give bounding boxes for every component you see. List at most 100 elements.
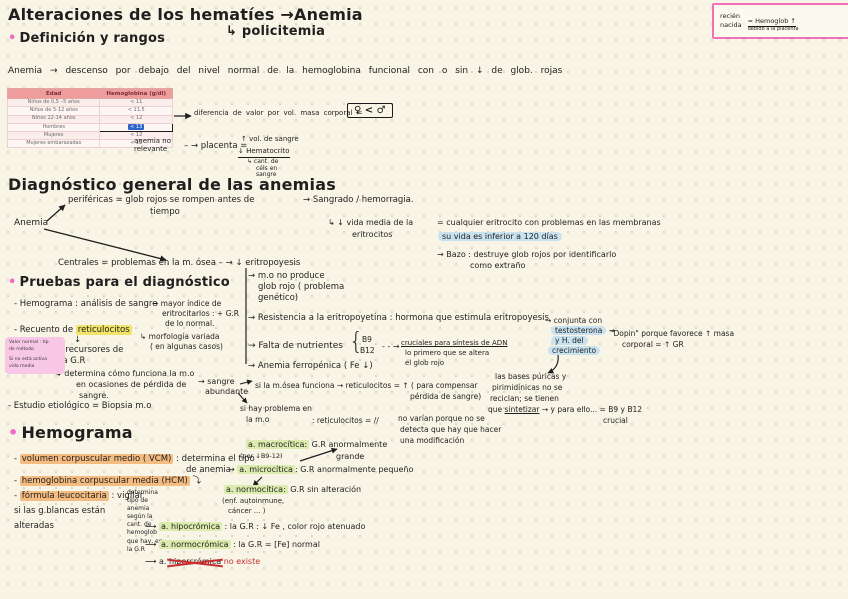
ferropenica-line: → Anemia ferropénica ( Fe ↓)	[248, 361, 373, 371]
hemoglobin-table: Edad Hemoglobina (g/dl) Niños de 0,5 –5 …	[6, 87, 173, 149]
placenta-arrow: – → placenta =	[184, 141, 248, 151]
dopin-line: "Dopin" porque favorece ↑ masa	[610, 329, 735, 338]
bases-line4: que sintetizar → y para ello... = B9 y B…	[488, 405, 643, 414]
vol-sangre: ↑ vol. de sangre	[241, 135, 299, 143]
indice-line3: de lo normal.	[165, 319, 215, 328]
table-row: Niños de 0,5 –5 años < 11	[6, 98, 173, 108]
bazo-line2: como extraño	[470, 261, 526, 270]
b12-label: B12	[360, 346, 375, 355]
hemograma-analisis: - Hemograma : análisis de sangre	[14, 299, 158, 309]
bazo-line: → Bazo : destruye glob rojos por identif…	[437, 250, 617, 259]
col-header-hemoglobina: Hemoglobina (g/dl)	[99, 87, 173, 100]
mo-no-produce: → m.o no produce	[248, 271, 325, 281]
cruciales-3: el glob rojo	[405, 359, 445, 367]
section-hemograma-title: • Hemograma	[8, 423, 133, 442]
hcm-determina-column: determina tipo de anemia según la cant. …	[127, 489, 163, 553]
cruciales-adn: cruciales para síntesis de ADN	[401, 339, 508, 347]
newborn-note-bottom: debido a la placenta	[747, 26, 799, 33]
elbow-arrow-icon: ↳	[226, 24, 238, 39]
policitemia-label: policitemia	[241, 24, 326, 39]
determina-mo-line3: sangre.	[79, 391, 109, 400]
bases-line2: pirimidínicas no se	[492, 383, 563, 392]
anemia-definition: Anemia → descenso por debajo del nivel n…	[8, 66, 563, 76]
hcm-line: - hemoglobina corpuscular media (HCM) ⤵	[14, 476, 201, 486]
mo-no-produce-2: glob rojo ( problema	[258, 282, 345, 292]
perifericas-line2: tiempo	[150, 207, 180, 217]
hormona-highlight-1: y H. del	[551, 336, 588, 345]
indice-line1: → mayor índice de	[152, 299, 222, 308]
vcm-line2: de anemia	[186, 465, 232, 475]
vida-media-line2: eritrocitos	[352, 230, 393, 239]
bases-crucial: crucial	[603, 416, 628, 425]
formula-line2: si las g.blancas están	[14, 506, 106, 516]
table-header-row: Edad Hemoglobina (g/dl)	[6, 87, 173, 100]
cantidad-cels: ↳ cant. de céls en sangre	[247, 158, 279, 179]
bases-line1: las bases púricas y	[495, 372, 567, 381]
precursores-line2: la G.R	[60, 356, 86, 366]
sintetizar-underlined: sintetizar	[504, 405, 540, 414]
anemia-no-relevante: anemia no relevante	[134, 137, 172, 153]
hipercromica-crossed-out: hipercrómica	[169, 557, 222, 566]
macrocitica-sub: (por ↓B9-12)	[240, 452, 283, 460]
no-varian-3: una modificación	[400, 436, 465, 445]
page-title: Alteraciones de los hematíes →Anemia	[8, 6, 363, 24]
policitemia-branch: ↳ policitemia	[226, 24, 326, 40]
col-header-edad: Edad	[6, 87, 101, 100]
eritrocito-problema: = cualquier eritrocito con problemas en …	[437, 218, 661, 227]
sangre-abundante-1: → sangre	[198, 377, 235, 386]
formula-line3: alteradas	[14, 521, 54, 531]
mosea-funciona-2: pérdida de sangre)	[410, 392, 482, 401]
pink-bullet-icon: •	[8, 423, 19, 442]
section-definicion-label: Definición y rangos	[19, 31, 166, 46]
resistencia-line: → Resistencia a la eritropoyetina : horm…	[248, 313, 549, 323]
formula-line: - fórmula leucocitaria : vigilar	[14, 491, 144, 501]
elbow-down-icon: ⤵	[192, 476, 201, 486]
normocitica-sub2: cáncer ... )	[228, 507, 266, 515]
mosea-funciona-1: si la m.ósea funciona → reticulocitos = …	[255, 381, 478, 390]
down-arrow-icon: ↓	[74, 335, 82, 345]
macrocitica-line: a. macrocítica: G.R anormalmente	[246, 440, 388, 449]
anemia-root: Anemia	[14, 218, 49, 228]
hipocromica-line: ⟶ a. hipocrómica : la G.R : ↓ Fe , color…	[145, 522, 366, 531]
vcm-line: - volumen corpuscular medio ( VCM) : det…	[14, 454, 255, 464]
vida-media-line: ↳ ↓ vida media de la	[328, 218, 414, 227]
page-title-text: Alteraciones de los hematíes	[8, 5, 275, 24]
hcm-highlight: hemoglobina corpuscular media (HCM)	[19, 476, 190, 486]
selected-cell[interactable]: < 13	[99, 122, 173, 132]
morfologia-line2: ( en algunas casos)	[150, 342, 223, 351]
morfologia-line1: ↳ morfología variada	[140, 332, 220, 341]
determina-mo-line1: ↳ determina cómo funciona la m.o	[55, 369, 195, 378]
dopin-line2: corporal = ↑ GR	[622, 340, 684, 349]
table-row: Niños 12-14 años < 12	[6, 114, 173, 124]
normocitica-highlight: a. normocítica:	[224, 485, 288, 494]
indice-line2: eritrocitarios : + G.R	[162, 309, 240, 318]
sex-comparison-box: ♀ < ♂	[347, 103, 393, 119]
problema-mo-2: la m.o	[246, 415, 270, 424]
sangre-abundante-2: abundante	[205, 387, 249, 396]
estudio-etiologico: - Estudio etiológico = Biopsia m.o	[8, 401, 152, 411]
right-arrow-icon: →	[280, 5, 295, 24]
no-varian-2: detecta que hay que hacer	[400, 425, 502, 434]
table-row-hombres: Hombres < 13	[6, 122, 173, 132]
bases-line3: reciclan; se tienen	[490, 394, 559, 403]
title-target-anemia: Anemia	[294, 5, 363, 24]
newborn-note-top: = Hemoglob ↑	[747, 17, 796, 28]
newborn-note-body: = Hemoglob ↑ debido a la placenta	[747, 9, 799, 33]
reticulocitos-highlight: reticulocitos	[75, 325, 132, 335]
determina-mo-line2: en ocasiones de pérdida de	[76, 380, 187, 389]
mo-no-produce-3: genético)	[258, 293, 299, 303]
reticulocitos-igual: : reticulocitos = //	[312, 416, 379, 425]
formula-highlight: fórmula leucocitaria	[19, 491, 109, 501]
normocitica-sub1: (enf. autoinmune,	[222, 497, 285, 505]
newborn-note-label: recién nacida	[720, 12, 742, 29]
section-definicion: • Definición y rangos	[8, 31, 166, 47]
vida-inferior-highlight: su vida es inferior a 120 días	[438, 232, 562, 241]
microcitica-line: → a. microcítica: G.R anormalmente peque…	[228, 465, 414, 474]
normocromica-line: ⟶ a. normocrómica : la G.R = [Fe] normal	[145, 540, 320, 549]
b9-label: B9	[362, 335, 372, 344]
normocitica-line: a. normocítica: G.R sin alteración	[224, 485, 362, 494]
mass-difference-note: diferencia de valor por vol. masa corpor…	[194, 109, 363, 117]
hormona-highlight-2: crecimiento	[548, 346, 601, 355]
precursores-line1: precursores de	[60, 345, 124, 355]
